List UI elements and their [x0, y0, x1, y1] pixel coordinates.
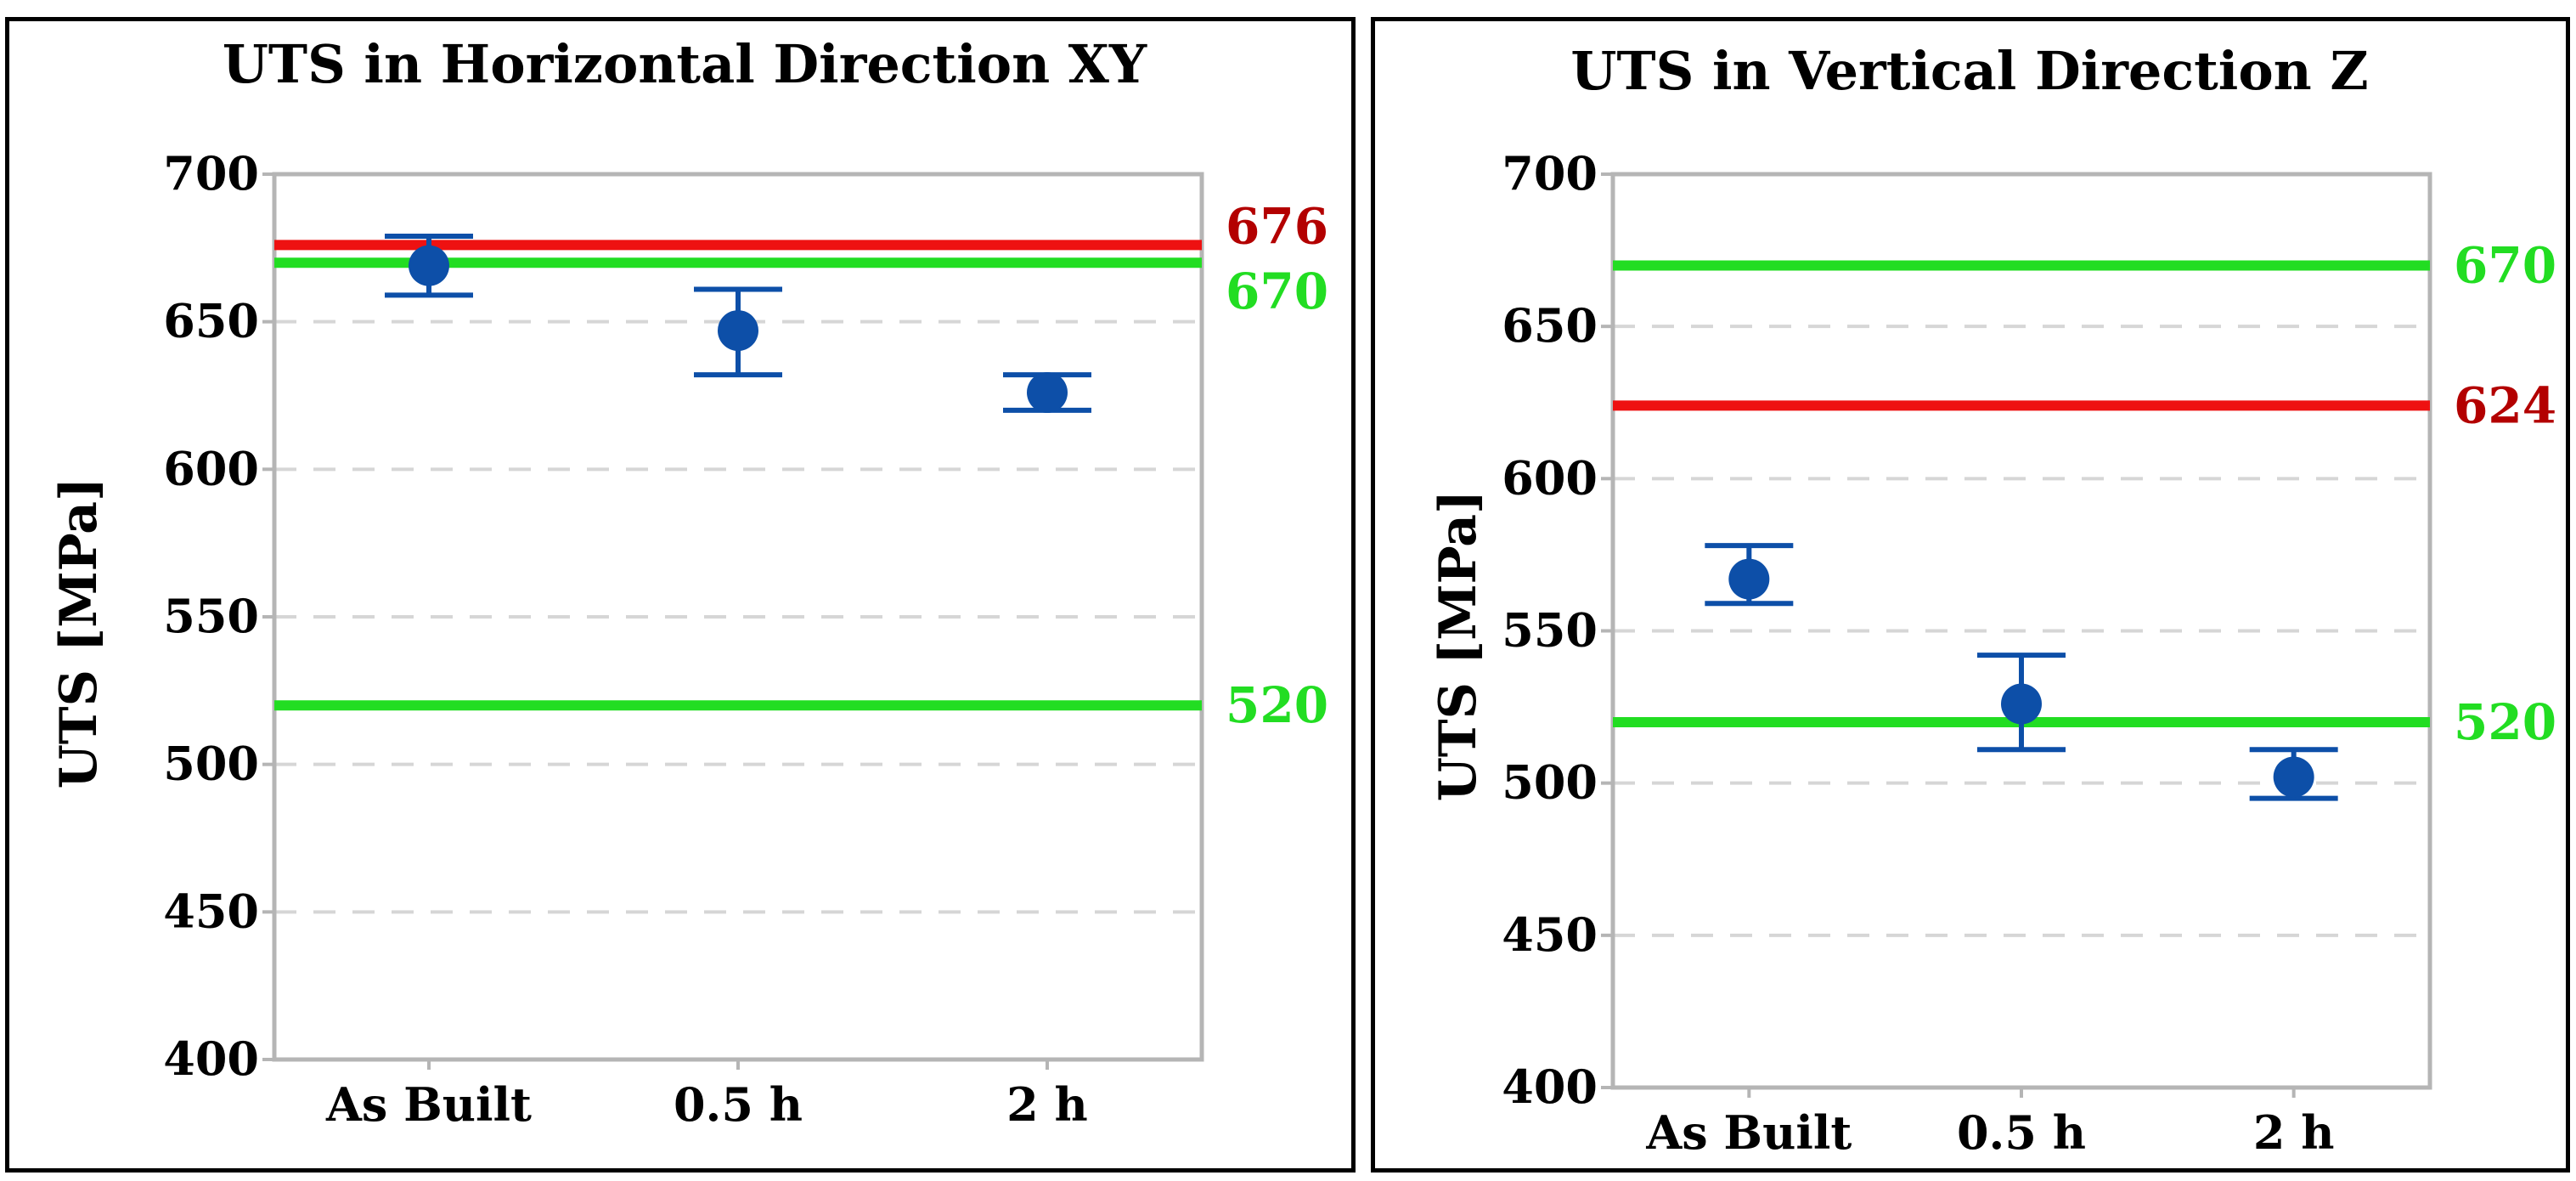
- data-point: [1027, 372, 1068, 414]
- x-tick-label: As Built: [1645, 1105, 1852, 1160]
- chart-title: UTS in Vertical Direction Z: [1570, 40, 2368, 102]
- data-point: [2273, 756, 2314, 798]
- chart-svg-horizontal-xy: UTS in Horizontal Direction XY UTS [MPa]…: [49, 33, 1328, 1132]
- reference-line-label: 676: [1226, 197, 1328, 255]
- y-tick-label: 650: [163, 294, 259, 348]
- x-tick-label: 0.5 h: [1957, 1105, 2086, 1160]
- reference-line-label: 520: [2454, 693, 2556, 751]
- x-tick-label: As Built: [325, 1077, 532, 1132]
- chart-svg-vertical-z: UTS in Vertical Direction Z UTS [MPa] 40…: [1429, 40, 2556, 1160]
- y-tick-label: 700: [163, 146, 259, 201]
- y-tick-label: 600: [1502, 450, 1598, 505]
- y-axis-label: UTS [MPa]: [49, 477, 109, 789]
- y-tick-label: 500: [163, 737, 259, 791]
- chart-panel-vertical-z: UTS in Vertical Direction Z UTS [MPa] 40…: [1371, 17, 2570, 1173]
- y-tick-label: 400: [163, 1031, 259, 1086]
- y-tick-label: 450: [1502, 907, 1598, 962]
- x-tick-label: 0.5 h: [674, 1077, 803, 1132]
- reference-line-label: 520: [1226, 676, 1328, 734]
- y-tick-label: 500: [1502, 755, 1598, 810]
- data-point: [409, 245, 449, 286]
- reference-line-label: 670: [2454, 237, 2556, 295]
- y-axis-label: UTS [MPa]: [1429, 490, 1488, 802]
- y-tick-label: 600: [163, 441, 259, 495]
- y-tick-label: 550: [163, 589, 259, 643]
- reference-line-label: 624: [2454, 376, 2556, 434]
- y-tick-label: 400: [1502, 1060, 1598, 1114]
- data-point: [2001, 683, 2042, 725]
- data-point: [718, 310, 758, 352]
- y-tick-label: 650: [1502, 298, 1598, 353]
- y-tick-label: 450: [163, 884, 259, 938]
- x-tick-label: 2 h: [1006, 1077, 1088, 1132]
- chart-panel-horizontal-xy: UTS in Horizontal Direction XY UTS [MPa]…: [5, 17, 1356, 1173]
- y-tick-label: 550: [1502, 603, 1598, 658]
- chart-title: UTS in Horizontal Direction XY: [223, 33, 1147, 95]
- y-tick-label: 700: [1502, 146, 1598, 201]
- data-point: [1728, 558, 1770, 600]
- x-tick-label: 2 h: [2253, 1105, 2335, 1160]
- reference-line-label: 670: [1226, 263, 1328, 320]
